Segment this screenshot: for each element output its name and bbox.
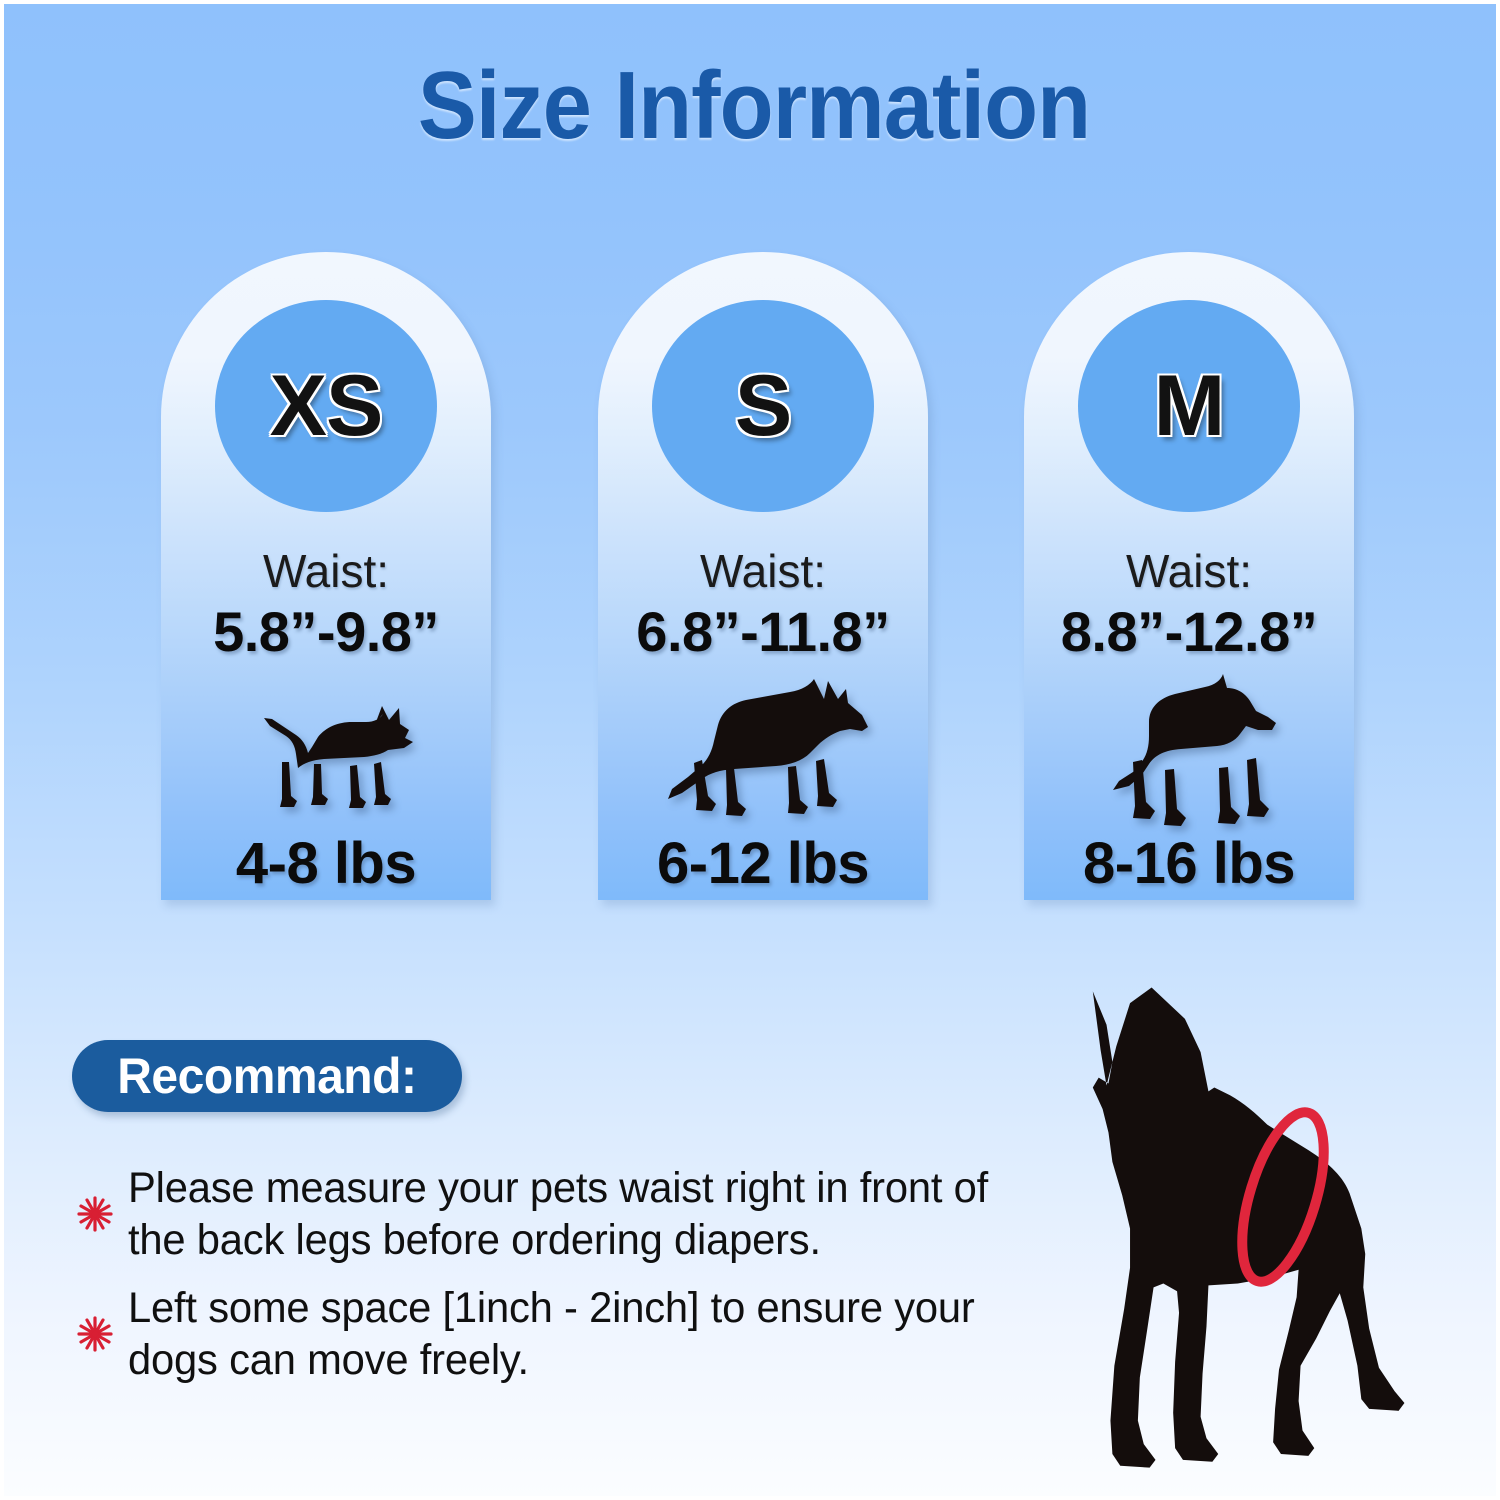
recommand-list-item: Please measure your pets waist right in … bbox=[72, 1162, 1032, 1267]
size-letter: S bbox=[734, 358, 792, 454]
recommand-item-text: Please measure your pets waist right in … bbox=[128, 1164, 989, 1265]
recommand-list-item: Left some space [1inch - 2inch] to ensur… bbox=[72, 1282, 1032, 1387]
size-card-m[interactable]: M Waist: 8.8”-12.8” 8-16 lbs bbox=[1024, 252, 1354, 900]
size-card-xs[interactable]: XS Waist: 5.8”-9.8” 4-8 lbs bbox=[161, 252, 491, 900]
recommand-label: Recommand: bbox=[117, 1048, 417, 1104]
waist-value: 8.8”-12.8” bbox=[1060, 600, 1318, 663]
weight-value: 8-16 lbs bbox=[1083, 831, 1296, 896]
size-badge-circle: M bbox=[1078, 300, 1300, 512]
size-card-s[interactable]: S Waist: 6.8”-11.8” 6-12 lbs bbox=[598, 252, 928, 900]
red-flower-asterisk-icon bbox=[72, 1191, 118, 1237]
waist-label: Waist: bbox=[699, 545, 827, 597]
size-letter: M bbox=[1153, 358, 1226, 454]
waist-label: Waist: bbox=[1125, 545, 1253, 597]
red-flower-asterisk-icon bbox=[72, 1311, 118, 1357]
waist-label: Waist: bbox=[262, 545, 390, 597]
dog-silhouette bbox=[1092, 987, 1405, 1468]
page-title: Size Information bbox=[417, 52, 1091, 159]
dog-waist-measure-diagram bbox=[1004, 952, 1464, 1492]
large-dog-labrador-silhouette-icon bbox=[1024, 650, 1354, 830]
recommand-badge: Recommand: bbox=[72, 1040, 462, 1112]
waist-value: 5.8”-9.8” bbox=[213, 600, 439, 663]
waist-value: 6.8”-11.8” bbox=[636, 600, 890, 663]
size-letter: XS bbox=[269, 358, 384, 454]
size-badge-circle: XS bbox=[215, 300, 437, 512]
recommand-item-text: Left some space [1inch - 2inch] to ensur… bbox=[128, 1284, 975, 1385]
weight-value: 4-8 lbs bbox=[235, 831, 417, 896]
size-badge-circle: S bbox=[652, 300, 874, 512]
small-dog-chihuahua-silhouette-icon bbox=[161, 650, 491, 830]
weight-value: 6-12 lbs bbox=[657, 831, 870, 896]
medium-dog-shepherd-silhouette-icon bbox=[598, 650, 928, 830]
waist-measure-ring bbox=[1237, 1107, 1329, 1287]
